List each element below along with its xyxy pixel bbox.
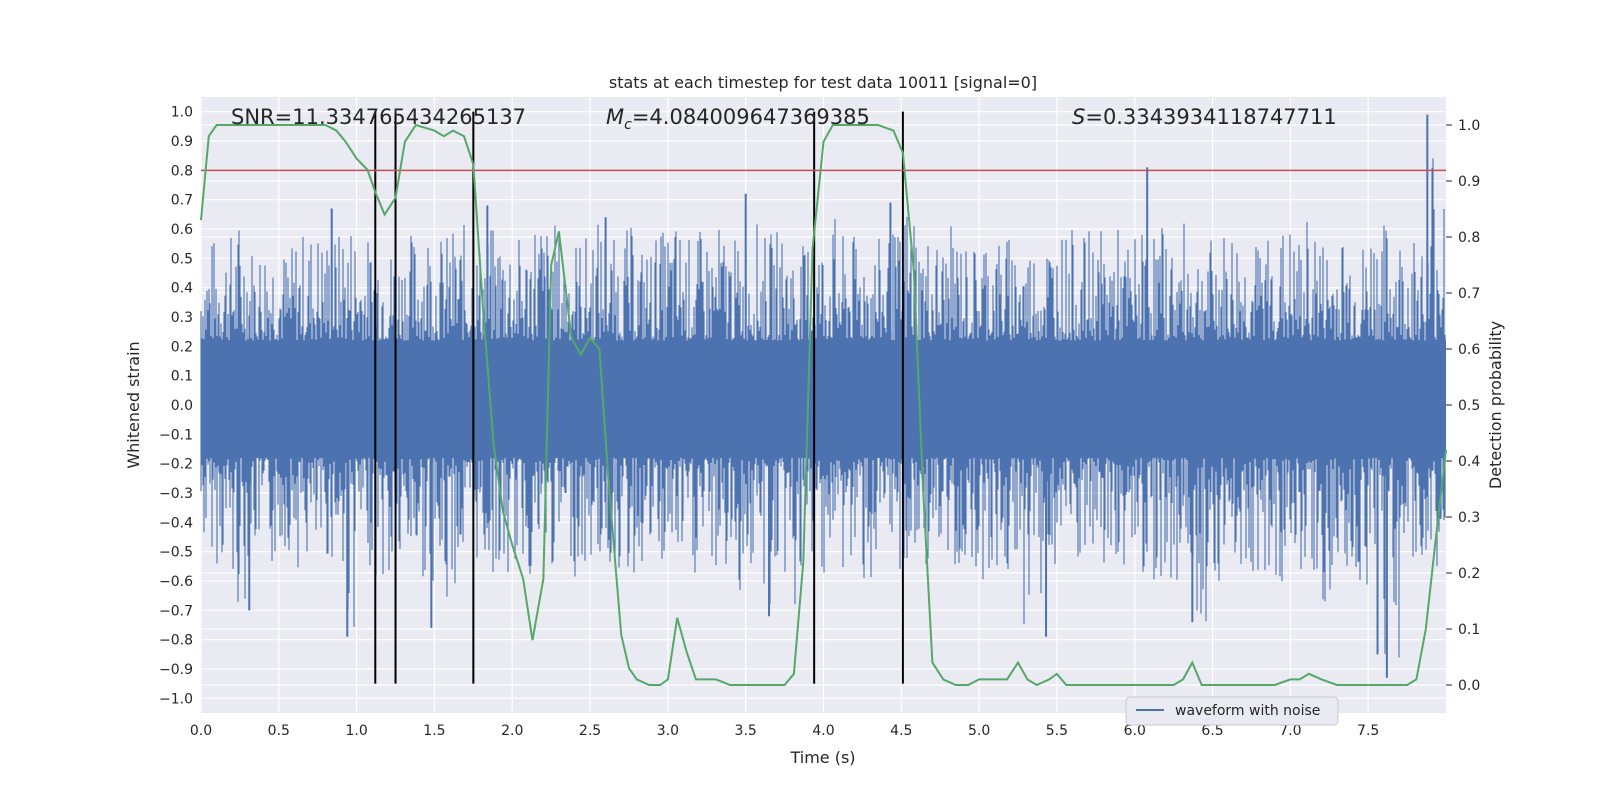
x-tick-label: 7.5 [1357, 723, 1379, 739]
y-tick-label: 1.0 [171, 105, 193, 121]
y2-tick-label: 0.5 [1458, 398, 1480, 414]
y2-tick-label: 0.6 [1458, 342, 1480, 358]
x-tick-label: 3.5 [735, 723, 757, 739]
x-tick-label: 4.5 [890, 723, 912, 739]
x-tick-label: 5.0 [968, 723, 990, 739]
y-tick-label: 0.2 [171, 339, 193, 355]
y-tick-label: 0.1 [171, 369, 193, 385]
y2-tick-label: 0.9 [1458, 174, 1480, 190]
waveform-series [200, 114, 1446, 678]
y-tick-label: −0.1 [159, 427, 193, 443]
legend: waveform with noise [1125, 696, 1339, 726]
y-tick-label: 0.0 [171, 398, 193, 414]
x-tick-label: 6.0 [1124, 723, 1146, 739]
y-tick-label: −0.2 [159, 457, 193, 473]
x-tick-label: 0.0 [190, 723, 212, 739]
x-axis-ticks: 0.0 0.5 1.0 1.5 2.0 2.5 3.0 3.5 4.0 4.5 5.0 5.5 6.0 6… [190, 723, 1379, 739]
x-tick-label: 5.5 [1046, 723, 1068, 739]
y2-axis-ticks: 1.0 0.9 0.8 0.7 0.6 0.5 0.4 0.3 0.2 0.1 0.0 [1446, 118, 1480, 694]
y-tick-label: 0.9 [171, 134, 193, 150]
y2-tick-label: 0.4 [1458, 454, 1480, 470]
x-tick-label: 6.5 [1201, 723, 1223, 739]
x-tick-label: 7.0 [1279, 723, 1301, 739]
y2-tick-label: 0.1 [1458, 622, 1480, 638]
chirp-mass-annotation: Mc=4.084009647369385 [606, 105, 870, 133]
y-tick-label: 0.7 [171, 193, 193, 209]
s-value: =0.3343934118747711 [1085, 105, 1336, 129]
y-tick-label: 0.3 [171, 310, 193, 326]
chirp-mass-value: =4.084009647369385 [632, 105, 870, 129]
y-tick-label: −0.3 [159, 486, 193, 502]
y2-tick-label: 0.7 [1458, 286, 1480, 302]
y-tick-label: −0.6 [159, 574, 193, 590]
y-tick-label: 0.4 [171, 281, 193, 297]
x-tick-label: 3.0 [657, 723, 679, 739]
x-tick-label: 2.0 [501, 723, 523, 739]
x-tick-label: 1.5 [423, 723, 445, 739]
s-symbol: S [1072, 105, 1085, 129]
y2-tick-label: 0.0 [1458, 678, 1480, 694]
x-tick-label: 0.5 [268, 723, 290, 739]
snr-annotation: SNR=11.334765434265137 [231, 105, 526, 129]
y-tick-label: −0.9 [159, 662, 193, 678]
y-tick-label: −0.5 [159, 545, 193, 561]
y-tick-label: 0.6 [171, 222, 193, 238]
y-tick-label: 0.5 [171, 251, 193, 267]
y-axis-ticks: 1.0 0.9 0.8 0.7 0.6 0.5 0.4 0.3 0.2 0.1 0.0 −0.1 −0.… [159, 105, 193, 708]
y-tick-label: −0.4 [159, 515, 193, 531]
y-tick-label: −0.8 [159, 633, 193, 649]
event-lines [374, 111, 904, 684]
detection-probability-line [200, 123, 1447, 687]
legend-label: waveform with noise [1175, 703, 1320, 719]
y2-axis-title: Detection probability [1486, 321, 1505, 489]
y-tick-label: 0.8 [171, 163, 193, 179]
y2-tick-label: 0.8 [1458, 230, 1480, 246]
chart-title: stats at each timestep for test data 100… [609, 73, 1037, 92]
chirp-mass-symbol: M [606, 105, 624, 129]
s-annotation: S=0.3343934118747711 [1072, 105, 1337, 129]
y-tick-label: −1.0 [159, 691, 193, 707]
x-tick-label: 2.5 [579, 723, 601, 739]
y-axis-title: Whitened strain [124, 341, 143, 468]
y-tick-label: −0.7 [159, 603, 193, 619]
y2-tick-label: 0.3 [1458, 510, 1480, 526]
x-axis-title: Time (s) [789, 748, 855, 767]
legend-box [1125, 696, 1339, 726]
y2-tick-label: 0.2 [1458, 566, 1480, 582]
x-tick-label: 1.0 [345, 723, 367, 739]
x-tick-label: 4.0 [812, 723, 834, 739]
y2-tick-label: 1.0 [1458, 118, 1480, 134]
chirp-mass-subscript: c [624, 117, 632, 133]
